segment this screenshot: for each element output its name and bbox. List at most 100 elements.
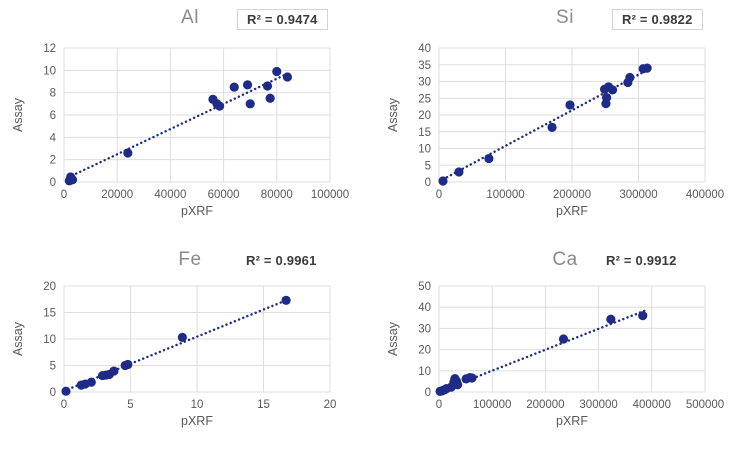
y-tick-label: 0 (50, 177, 56, 189)
r2-value-si: R² = 0.9822 (612, 9, 703, 30)
chart-al: Al R² = 0.9474 0 20000 40000 60000 80000 1000… (0, 0, 375, 228)
r2-value-fe: R² = 0.9961 (246, 253, 317, 268)
data-point (438, 176, 448, 186)
y-tick-label: 50 (418, 281, 431, 293)
x-tick-label: 200000 (526, 399, 564, 411)
data-point (177, 332, 187, 343)
data-point (67, 175, 78, 185)
si-scatter-plot: 0 100000 200000 300000 400000 0 5 10 15 20 25 30 35 4… (386, 43, 724, 218)
data-point (558, 334, 569, 344)
chart-si: Si R² = 0.9822 0 100000 200000 300000 400000… (375, 0, 750, 228)
y-tick-label: 6 (50, 110, 56, 122)
y-tick-label: 40 (418, 302, 431, 314)
y-tick-label: 15 (43, 308, 56, 320)
x-tick-label: 100000 (311, 189, 349, 201)
data-point (281, 295, 291, 305)
data-point (61, 386, 71, 396)
y-axis-title: Assay (386, 97, 400, 132)
ca-scatter-plot: 0 100000 200000 300000 400000 500000 0 10 20 30 40… (386, 281, 724, 428)
fe-scatter-plot: 0 5 10 15 20 0 5 10 15 20 pXRF Assay (11, 281, 337, 428)
data-point (606, 314, 616, 324)
data-point (86, 377, 96, 387)
data-point (638, 311, 648, 321)
data-point (625, 72, 635, 83)
y-tick-label: 15 (418, 127, 431, 139)
x-tick-label: 0 (61, 399, 67, 411)
al-scatter-plot: 0 20000 40000 60000 80000 100000 0 2 4 6 8 10 12 pXRF… (11, 43, 349, 218)
data-point (215, 101, 225, 111)
data-point (109, 366, 119, 376)
chart-title-ca: Ca (552, 249, 578, 270)
y-tick-label: 25 (418, 93, 431, 105)
y-tick-label: 10 (43, 65, 56, 77)
x-tick-label: 300000 (619, 189, 657, 201)
y-tick-label: 20 (418, 345, 431, 357)
x-axis-title: pXRF (556, 414, 588, 428)
data-point (453, 380, 463, 390)
data-point (467, 373, 477, 383)
y-tick-label: 30 (418, 323, 431, 335)
x-tick-label: 15 (257, 399, 270, 411)
x-tick-label: 400000 (686, 189, 724, 201)
x-tick-label: 20000 (101, 189, 133, 201)
y-axis-title: Assay (386, 321, 400, 356)
y-tick-label: 2 (50, 155, 56, 167)
y-tick-label: 40 (418, 43, 431, 55)
x-tick-label: 20 (324, 399, 337, 411)
x-tick-label: 60000 (208, 189, 240, 201)
chart-title-al: Al (181, 7, 199, 28)
r2-value-ca: R² = 0.9912 (606, 253, 677, 268)
chart-fe: Fe R² = 0.9961 0 5 10 15 20 0 5 10 15 20 pXRF Assay (0, 228, 375, 456)
x-tick-label: 80000 (261, 189, 293, 201)
data-point (272, 66, 282, 77)
x-tick-label: 0 (436, 189, 442, 201)
y-tick-label: 30 (418, 77, 431, 89)
y-tick-label: 20 (418, 110, 431, 122)
chart-ca: Ca R² = 0.9912 0 100000 200000 300000 400000… (375, 228, 750, 456)
x-tick-label: 5 (127, 399, 133, 411)
trendline (441, 68, 649, 181)
y-tick-label: 20 (43, 281, 56, 293)
x-tick-label: 100000 (486, 189, 524, 201)
y-tick-label: 0 (425, 387, 431, 399)
x-tick-label: 40000 (154, 189, 186, 201)
data-point (484, 153, 494, 164)
data-point (123, 148, 133, 158)
x-axis-title: pXRF (181, 414, 213, 428)
data-point (547, 122, 557, 132)
data-point (601, 92, 612, 103)
chart-title-fe: Fe (178, 249, 202, 270)
y-tick-label: 35 (418, 60, 431, 72)
y-tick-label: 5 (425, 160, 431, 172)
data-point (642, 63, 652, 73)
data-point (607, 85, 618, 95)
x-axis-title: pXRF (556, 204, 588, 218)
x-tick-label: 300000 (579, 399, 617, 411)
x-tick-label: 400000 (633, 399, 671, 411)
y-tick-label: 10 (418, 144, 431, 156)
data-point (229, 82, 239, 92)
r2-value-al: R² = 0.9474 (237, 9, 328, 30)
x-tick-label: 200000 (553, 189, 591, 201)
data-point (242, 80, 253, 90)
data-point (123, 359, 133, 370)
y-tick-label: 8 (50, 88, 56, 100)
data-point (262, 81, 273, 91)
y-axis-title: Assay (11, 321, 25, 356)
y-tick-label: 12 (43, 43, 56, 55)
y-tick-label: 0 (425, 177, 431, 189)
y-tick-label: 0 (50, 387, 56, 399)
data-point (565, 100, 575, 110)
y-tick-label: 4 (50, 132, 57, 144)
x-tick-label: 10 (191, 399, 204, 411)
data-point (282, 72, 293, 82)
trendline (66, 72, 289, 179)
data-point (265, 93, 275, 103)
y-axis-title: Assay (11, 97, 25, 132)
x-tick-label: 100000 (473, 399, 511, 411)
chart-title-si: Si (556, 7, 574, 28)
x-tick-label: 0 (436, 399, 442, 411)
y-tick-label: 10 (43, 334, 56, 346)
y-tick-label: 5 (50, 361, 56, 373)
